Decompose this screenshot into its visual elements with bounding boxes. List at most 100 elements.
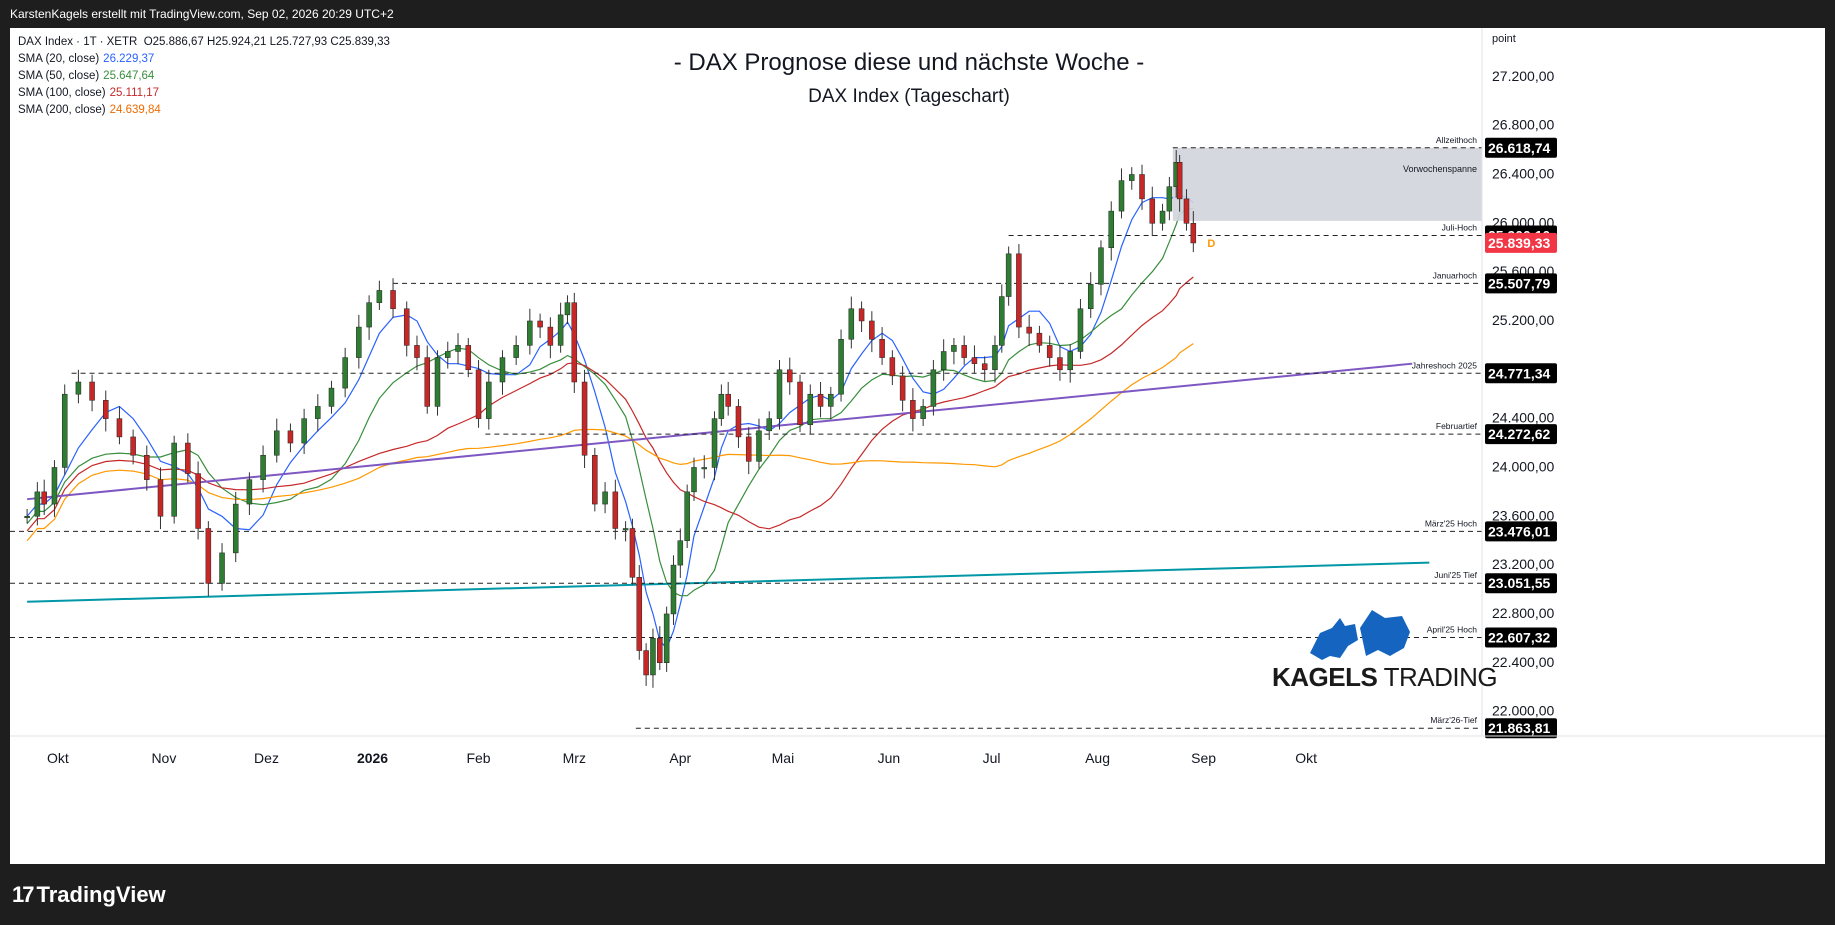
candle-body [657,638,663,664]
level-name: April'25 Hoch [1427,624,1478,634]
legend-sma50[interactable]: SMA (50, close) 25.647,64 [18,68,390,85]
candle-body [116,418,123,438]
attribution-text: KarstenKagels erstellt mit TradingView.c… [10,7,394,21]
price-level-tag-text: 25.507,79 [1488,275,1550,291]
legend-sma100[interactable]: SMA (100, close) 25.111,17 [18,85,390,102]
candle-body [766,418,772,432]
candle-body [869,320,875,340]
price-level-tag [1485,718,1557,739]
candle-body [571,302,578,383]
price-level-tag [1485,627,1557,648]
chart-frame[interactable]: Vorwochenspanne Allzeithoch Juli-Hoch Janu… [10,28,1825,864]
price-tick-label: 22.000,00 [1492,703,1554,719]
candle-body [1077,308,1084,352]
candle-body [144,454,150,480]
sma200-line [26,343,1194,542]
title-group: - DAX Prognose diese und nächste Woche -… [674,49,1144,107]
legend-sma200[interactable]: SMA (200, close) 24.639,84 [18,102,390,119]
last-price-tag [1485,232,1557,253]
range-box: Vorwochenspanne [1172,147,1482,221]
candle-body [999,296,1005,346]
candle-body [445,351,451,358]
level-name: Juni'25 Tief [1434,570,1477,580]
price-level-tag-text: 24.771,34 [1488,365,1550,381]
candle-body [1166,186,1173,212]
chart-subtitle: DAX Index (Tageschart) [808,86,1010,107]
legend: DAX Index · 1T · XETR O25.886,67 H25.924… [18,34,390,119]
level-name: Juli-Hoch [1442,223,1478,233]
price-tick-label: 23.200,00 [1492,556,1554,572]
candle-body [34,491,41,517]
candle-body [274,430,280,456]
candle-body [992,345,998,371]
candle-body [1159,210,1166,224]
price-level-tag [1485,137,1557,158]
tradingview-logo[interactable]: 17 TradingView [12,882,166,908]
candle-body [725,393,731,407]
candle-body [817,393,824,407]
candle-body [1016,253,1022,328]
candle-body [920,406,926,419]
price-level-tag-text: 24.272,62 [1488,426,1550,442]
sma100-label: SMA (100, close) [18,87,106,99]
watermark-text: KAGELS TRADING [1272,662,1497,692]
candle-body [797,381,803,425]
trendlines [27,362,1430,603]
candle-body [858,308,865,322]
price-level-tag-text: 21.863,81 [1488,720,1550,736]
price-level-tag-text: 26.618,74 [1488,140,1550,156]
candle-body [232,503,239,554]
range-box-label: Vorwochenspanne [1403,164,1477,174]
candle-body [376,290,383,303]
candle-body [390,290,396,310]
price-axis-unit: point [1492,33,1516,45]
last-price-tag-text: 25.839,33 [1488,235,1550,251]
candle-body [951,345,957,352]
candle-body [879,339,885,358]
sma20-label: SMA (20, close) [18,53,100,65]
candle-body [1098,247,1104,285]
candle-body [1036,332,1043,346]
candle-body [581,381,588,456]
candle-body [650,638,656,676]
level-name: März'26-Tief [1430,715,1477,725]
candle-body [602,491,608,505]
candle-body [260,454,266,480]
candle-body [1067,351,1073,371]
tradingview-logo-text: TradingView [36,882,166,907]
candle-body [1118,180,1125,212]
candle-body [663,613,670,664]
legend-sma20[interactable]: SMA (20, close) 26.229,37 [18,51,390,68]
candle-body [787,369,793,383]
price-level-tag [1485,273,1557,294]
time-tick-label: Aug [1085,750,1110,766]
candle-body [475,369,482,419]
candle-body [735,406,742,438]
sma50-value: 25.647,64 [103,70,155,82]
legend-ohlc: O25.886,67 H25.924,21 L25.727,93 C25.839… [143,36,390,48]
candle-body [564,302,571,316]
candle-body [971,357,978,364]
candle-body [527,320,533,346]
candle-body [643,650,649,676]
price-tick-label: 22.800,00 [1492,605,1554,621]
price-tick-label: 24.000,00 [1492,458,1554,474]
price-tick-label: 26.800,00 [1492,117,1554,133]
candle-body [403,308,410,346]
candle-body [636,577,643,651]
candle-body [1005,253,1012,297]
candle-body [684,491,690,541]
time-tick-label: Okt [47,750,69,766]
candle-body [557,314,564,346]
price-level-tag-text: 23.051,55 [1488,575,1550,591]
time-tick-label: Feb [466,750,490,766]
time-tick-label: Jun [878,750,901,766]
candle-body [1176,162,1183,200]
candle-body [195,473,201,529]
candle-body [1139,174,1145,200]
candle-body [301,418,307,444]
candle-body [622,528,629,531]
time-tick-label: Mrz [563,750,586,766]
chart-svg[interactable]: Vorwochenspanne Allzeithoch Juli-Hoch Janu… [10,28,1825,864]
candle-body [157,479,164,517]
